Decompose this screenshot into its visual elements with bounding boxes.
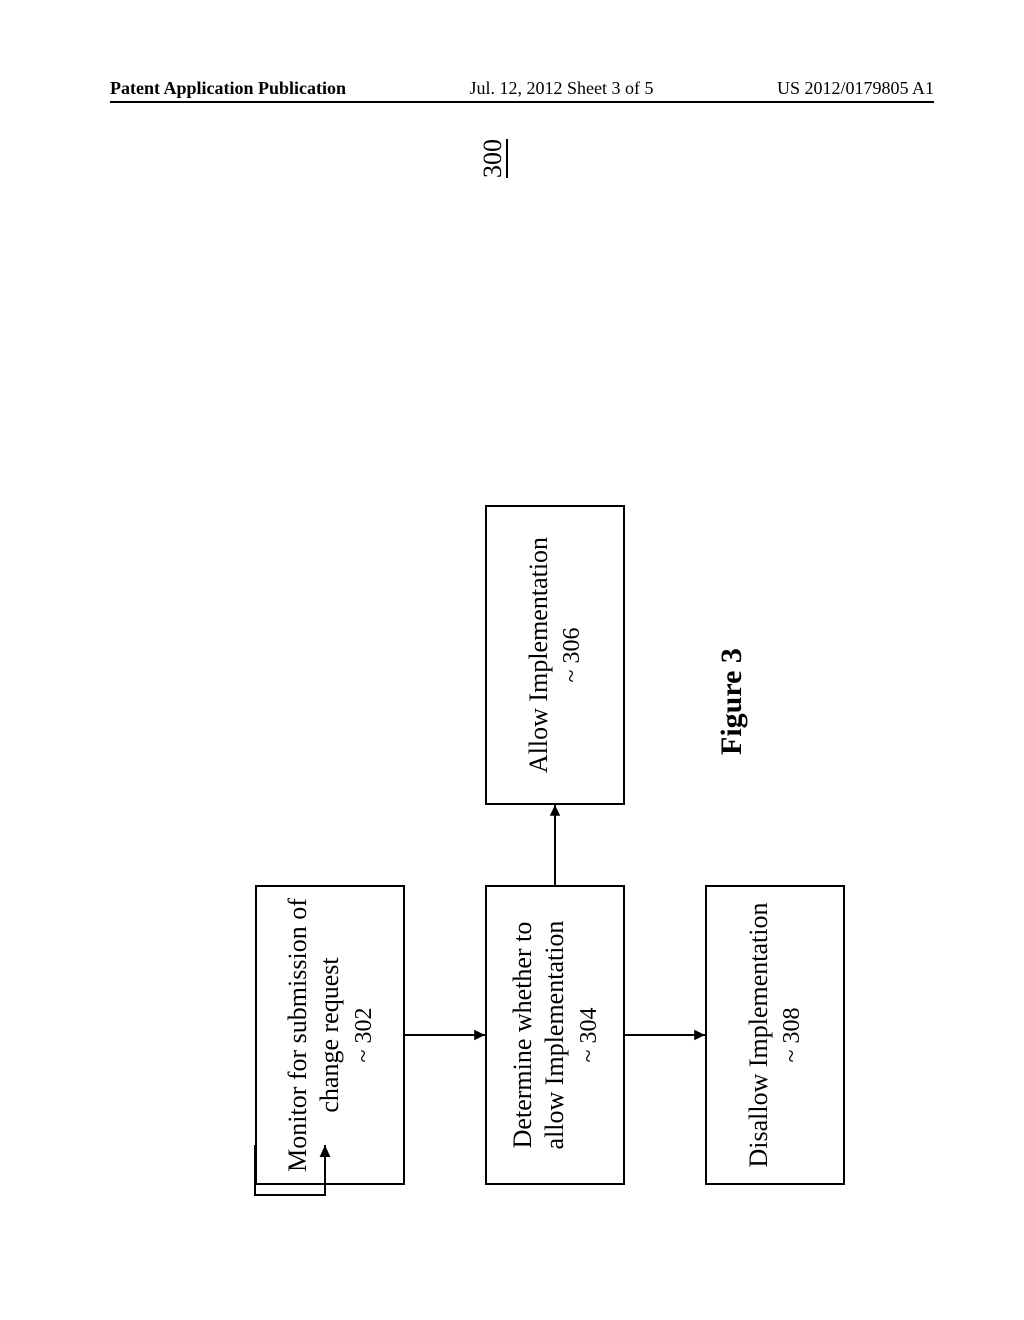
arrow-304-to-306: [543, 793, 567, 897]
header-center: Jul. 12, 2012 Sheet 3 of 5: [470, 78, 654, 99]
box-304-tag: ~ 304: [574, 1008, 604, 1063]
box-304-text: Determine whether to allow Implementatio…: [507, 897, 572, 1173]
header-left: Patent Application Publication: [110, 78, 346, 99]
page: Patent Application Publication Jul. 12, …: [0, 0, 1024, 1320]
box-306: Allow Implementation ~ 306: [485, 505, 625, 805]
box-302-text: Monitor for submission of change request: [282, 897, 347, 1173]
box-304: Determine whether to allow Implementatio…: [485, 885, 625, 1185]
box-308-text: Disallow Implementation: [743, 903, 776, 1168]
arrow-304-to-308: [613, 1023, 717, 1047]
arrow-302-to-304: [393, 1023, 497, 1047]
header-right: US 2012/0179805 A1: [777, 78, 934, 99]
arrow-loop-302: [243, 1133, 337, 1207]
flowchart: Monitor for submission of change request…: [85, 435, 865, 1135]
box-306-text: Allow Implementation: [523, 537, 556, 773]
box-308-tag: ~ 308: [777, 1008, 807, 1063]
box-308: Disallow Implementation ~ 308: [705, 885, 845, 1185]
box-302-tag: ~ 302: [349, 1008, 379, 1063]
page-header: Patent Application Publication Jul. 12, …: [110, 78, 934, 103]
figure-label: Figure 3: [715, 648, 749, 755]
box-306-tag: ~ 306: [557, 628, 587, 683]
figure-reference-number: 300: [480, 139, 508, 178]
